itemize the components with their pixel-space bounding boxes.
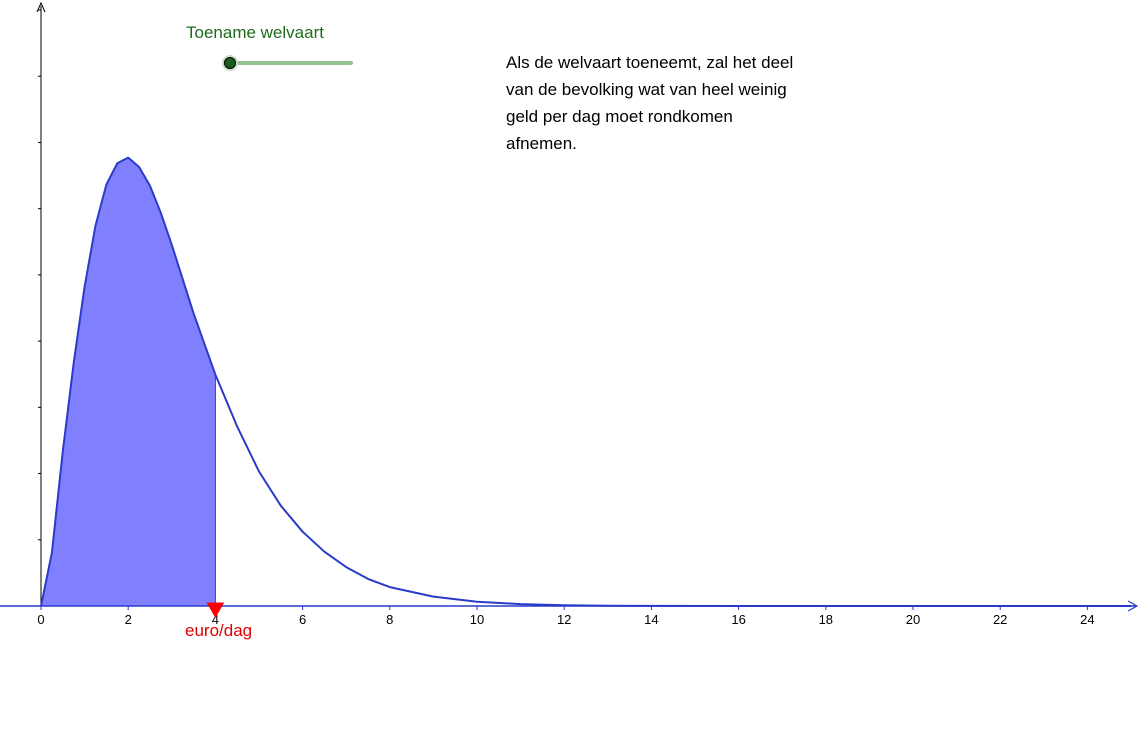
slider-label: Toename welvaart xyxy=(186,23,324,42)
shaded-area xyxy=(41,157,216,606)
explanation-text: Als de welvaart toeneemt, zal het deel v… xyxy=(506,49,826,157)
x-tick-label: 4 xyxy=(212,612,219,627)
x-tick-label: 14 xyxy=(644,612,658,627)
x-axis-arrow xyxy=(1127,600,1139,612)
explanation-line: afnemen. xyxy=(506,134,577,153)
x-tick-label: 6 xyxy=(299,612,306,627)
x-tick-label: 20 xyxy=(906,612,920,627)
x-tick-label: 10 xyxy=(470,612,484,627)
marker-triangle[interactable] xyxy=(206,602,225,619)
explanation-line: van de bevolking wat van heel weinig xyxy=(506,80,787,99)
x-tick-label: 16 xyxy=(731,612,745,627)
x-axis xyxy=(0,600,1139,612)
x-tick-label: 24 xyxy=(1080,612,1094,627)
x-tick-label: 22 xyxy=(993,612,1007,627)
x-tick-labels: 0 2 4 6 8 10 12 14 16 18 20 22 24 xyxy=(37,606,1095,627)
x-tick-label: 12 xyxy=(557,612,571,627)
explanation-line: geld per dag moet rondkomen xyxy=(506,107,733,126)
x-tick-label: 2 xyxy=(125,612,132,627)
x-tick-label: 0 xyxy=(37,612,44,627)
y-axis-arrow xyxy=(36,1,46,13)
explanation-line: Als de welvaart toeneemt, zal het deel xyxy=(506,53,794,72)
x-tick-label: 18 xyxy=(819,612,833,627)
y-axis xyxy=(36,1,46,606)
shaded-region xyxy=(41,157,216,606)
x-point-marker[interactable] xyxy=(206,602,225,619)
slider-knob[interactable] xyxy=(224,57,236,69)
x-tick-label: 8 xyxy=(386,612,393,627)
x-axis-label: euro/dag xyxy=(185,621,253,640)
welvaart-slider[interactable] xyxy=(222,55,353,71)
